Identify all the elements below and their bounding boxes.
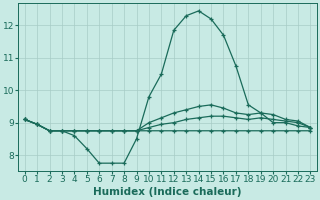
X-axis label: Humidex (Indice chaleur): Humidex (Indice chaleur) bbox=[93, 187, 242, 197]
